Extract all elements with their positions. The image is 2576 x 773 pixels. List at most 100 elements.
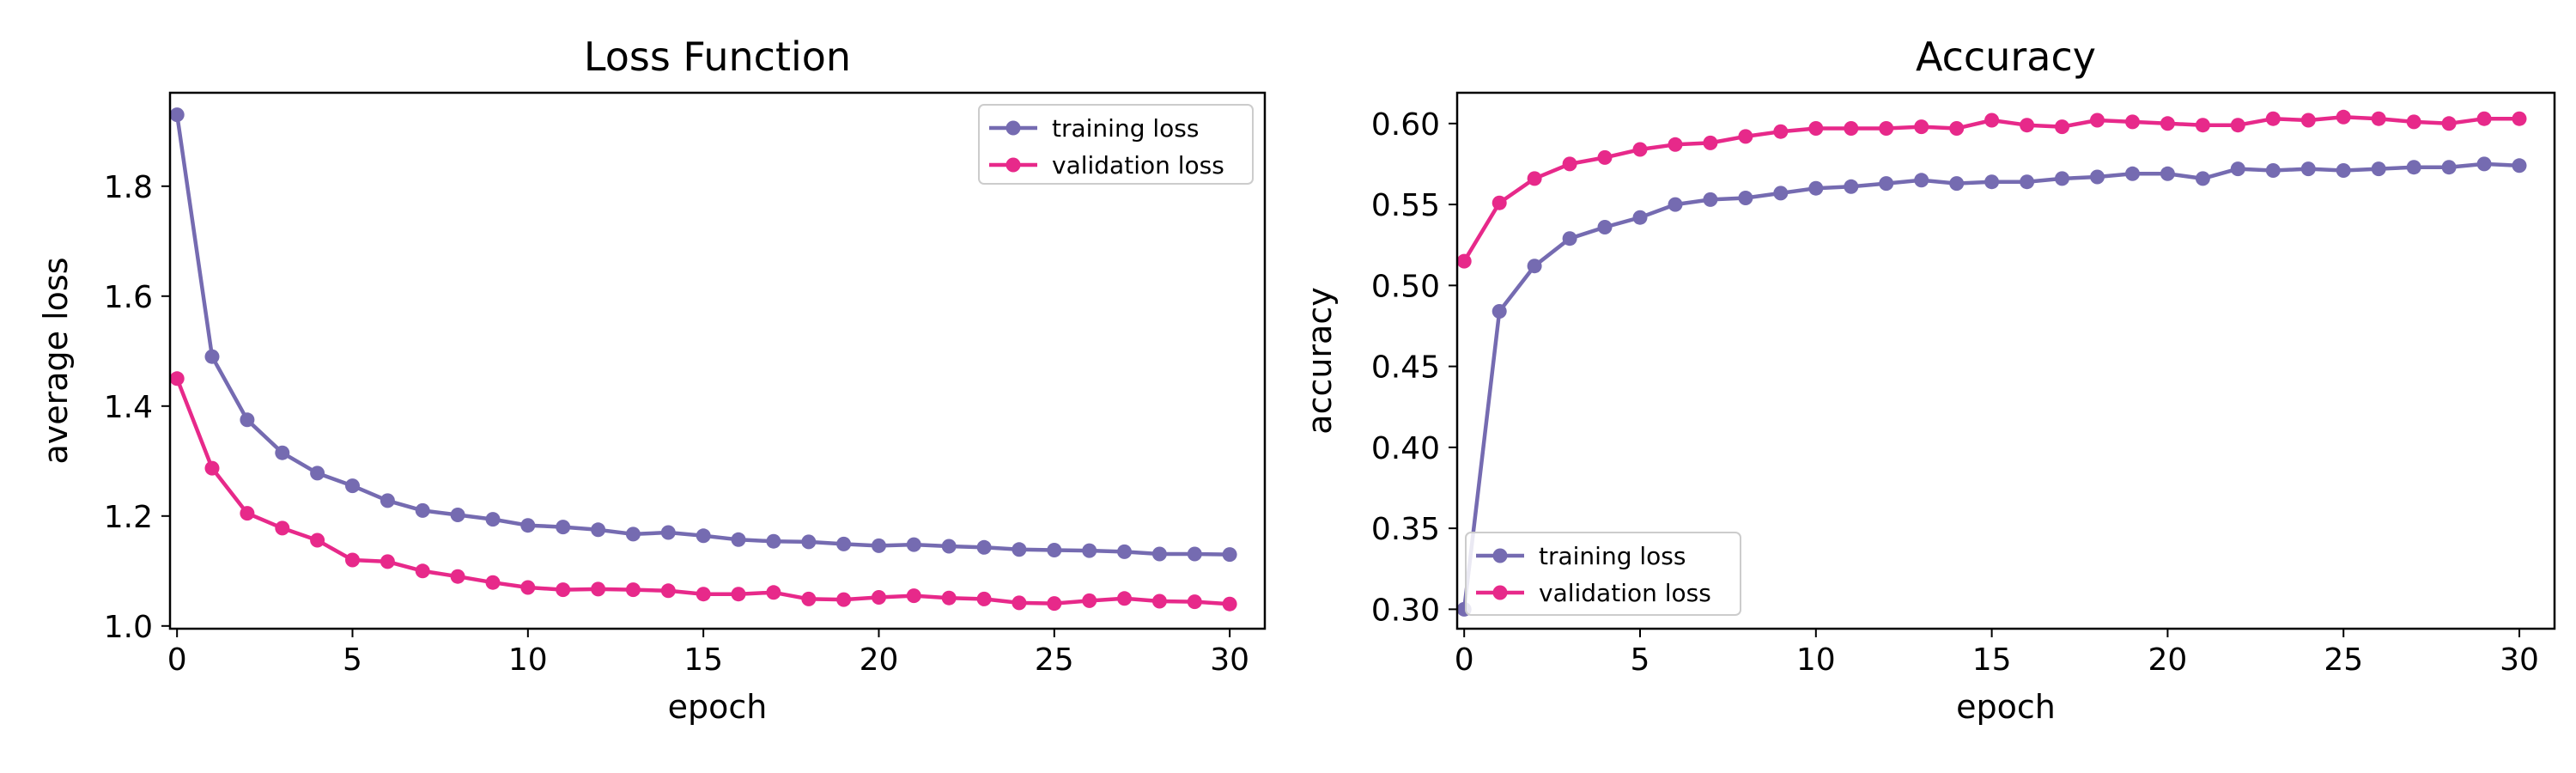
legend-swatch-marker	[1005, 157, 1021, 173]
data-point	[1151, 546, 1167, 562]
data-point	[1562, 156, 1577, 172]
data-point	[1879, 176, 1894, 192]
data-point	[556, 582, 571, 598]
data-point	[169, 371, 185, 386]
y-tick-label: 0.40	[1371, 431, 1440, 466]
y-tick-label: 1.4	[104, 390, 153, 425]
data-point	[906, 588, 921, 604]
data-point	[1597, 149, 1613, 165]
data-point	[1187, 594, 1202, 610]
accuracy-chart: 0 5 10 15 20 25 30 0.30 0.35 0.40 0.45 0.50 0.55 0.60…	[1301, 33, 2556, 726]
data-point	[2406, 114, 2421, 130]
data-point	[731, 532, 746, 547]
data-point	[1527, 171, 1542, 186]
y-tick-label: 0.55	[1371, 188, 1440, 223]
x-axis-label: epoch	[1956, 688, 2056, 726]
data-point	[310, 466, 325, 481]
x-tick-label: 25	[1035, 642, 1074, 678]
data-point	[2160, 116, 2175, 131]
data-point	[2230, 118, 2245, 133]
data-point	[275, 520, 290, 536]
data-point	[450, 508, 465, 522]
plot-frame	[168, 91, 1267, 630]
data-point	[2476, 111, 2492, 126]
plot-frame	[1455, 91, 2556, 630]
data-point	[591, 522, 606, 538]
y-tick-label: 0.30	[1371, 593, 1440, 628]
legend-box	[978, 104, 1254, 185]
data-point	[2195, 171, 2210, 186]
data-point	[169, 107, 185, 123]
data-point	[2090, 113, 2105, 128]
data-point	[2336, 163, 2351, 178]
data-point	[1668, 137, 1683, 152]
data-point	[1773, 186, 1789, 201]
data-point	[941, 590, 957, 606]
data-point	[1844, 121, 1859, 136]
data-point	[696, 587, 711, 602]
data-point	[625, 582, 641, 598]
data-point	[1492, 304, 1507, 319]
data-point	[1492, 195, 1507, 210]
x-tick-label: 25	[2324, 642, 2363, 678]
data-point	[485, 575, 501, 590]
data-point	[941, 539, 957, 554]
data-point	[1808, 180, 1824, 196]
data-point	[1984, 174, 2000, 190]
data-point	[1117, 544, 1132, 559]
data-point	[2300, 113, 2316, 128]
x-tick-label: 5	[343, 642, 362, 678]
legend-label: validation loss	[1052, 151, 1224, 180]
data-point	[906, 537, 921, 552]
data-point	[485, 512, 501, 527]
data-point	[520, 518, 536, 533]
x-tick-label: 5	[1631, 642, 1650, 678]
data-point	[591, 581, 606, 597]
data-point	[1773, 124, 1789, 139]
data-point	[625, 526, 641, 542]
data-point	[2371, 111, 2386, 126]
series-line-1	[1462, 115, 2519, 263]
data-point	[872, 538, 886, 553]
data-point	[1151, 593, 1167, 609]
data-point	[2441, 160, 2457, 175]
data-point	[836, 536, 852, 551]
data-point	[1632, 210, 1648, 225]
data-point	[204, 349, 220, 364]
data-point	[345, 478, 360, 494]
data-point	[766, 533, 781, 549]
data-point	[976, 591, 992, 606]
data-point	[836, 592, 852, 607]
data-point	[240, 506, 255, 521]
data-point	[2125, 114, 2140, 130]
data-point	[310, 533, 325, 548]
x-axis-label: epoch	[668, 688, 768, 726]
y-tick-label: 1.2	[104, 500, 153, 535]
data-point	[1562, 231, 1577, 247]
data-point	[731, 587, 746, 602]
data-point	[766, 585, 781, 600]
data-point	[1914, 119, 1929, 135]
y-axis-label: average loss	[37, 257, 75, 464]
legend-label: validation loss	[1539, 579, 1711, 607]
data-point	[204, 460, 220, 476]
y-tick-label: 1.8	[104, 170, 153, 205]
x-tick-label: 10	[1796, 642, 1836, 678]
y-tick-label: 0.60	[1371, 107, 1440, 143]
y-tick-label: 1.0	[104, 610, 153, 645]
data-point	[1117, 591, 1132, 606]
data-point	[1082, 593, 1097, 608]
data-point	[1012, 542, 1027, 557]
x-tick-label: 30	[2500, 642, 2539, 678]
data-point	[380, 493, 395, 508]
data-point	[1808, 121, 1824, 136]
data-point	[660, 583, 676, 599]
data-point	[2020, 174, 2035, 190]
data-point	[1703, 192, 1718, 207]
data-point	[801, 534, 817, 550]
data-point	[2371, 161, 2386, 177]
data-point	[1597, 220, 1613, 234]
data-point	[2512, 158, 2527, 173]
x-tick-label: 20	[2148, 642, 2188, 678]
data-point	[976, 539, 992, 555]
